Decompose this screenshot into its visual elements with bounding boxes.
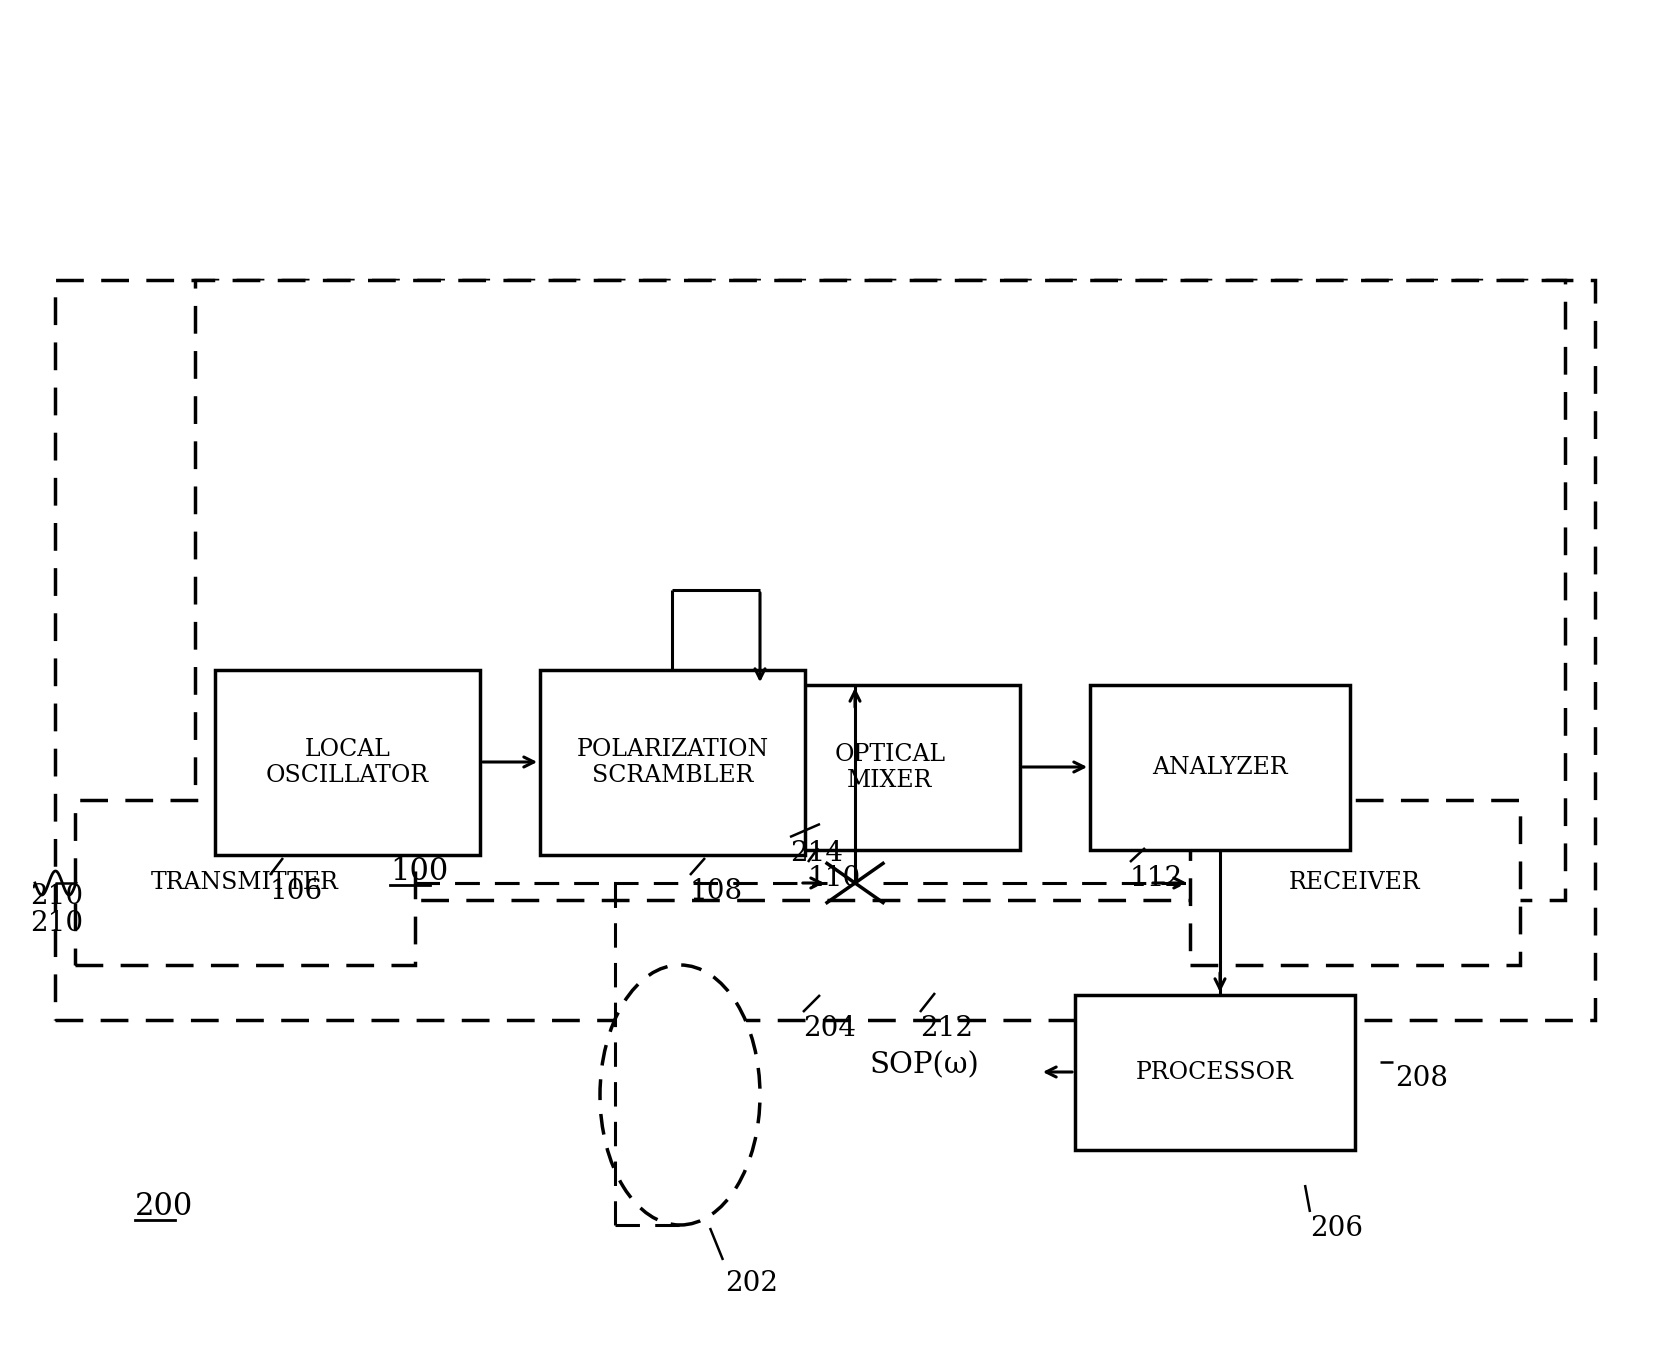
Text: 214: 214 bbox=[790, 841, 843, 866]
Text: 210: 210 bbox=[30, 910, 83, 937]
Text: 100: 100 bbox=[389, 856, 449, 887]
Text: 206: 206 bbox=[1311, 1215, 1364, 1243]
Bar bbox=[1090, 684, 1350, 850]
Text: ANALYZER: ANALYZER bbox=[1152, 756, 1287, 779]
Bar bbox=[761, 684, 1021, 850]
Text: 110: 110 bbox=[809, 865, 862, 892]
Text: LOCAL
OSCILLATOR: LOCAL OSCILLATOR bbox=[265, 737, 429, 788]
Text: 208: 208 bbox=[1395, 1065, 1448, 1092]
Text: 200: 200 bbox=[134, 1191, 194, 1222]
Bar bbox=[75, 800, 414, 966]
Text: TRANSMITTER: TRANSMITTER bbox=[151, 870, 340, 894]
Text: POLARIZATION
SCRAMBLER: POLARIZATION SCRAMBLER bbox=[577, 737, 769, 788]
Text: PROCESSOR: PROCESSOR bbox=[1137, 1061, 1294, 1084]
Text: SOP(ω): SOP(ω) bbox=[870, 1051, 979, 1080]
Text: 210: 210 bbox=[30, 883, 83, 910]
Text: RECEIVER: RECEIVER bbox=[1289, 870, 1420, 894]
Text: 112: 112 bbox=[1130, 865, 1183, 892]
Text: 212: 212 bbox=[920, 1014, 973, 1042]
Text: 204: 204 bbox=[804, 1014, 857, 1042]
Bar bbox=[1190, 800, 1519, 966]
Bar bbox=[1075, 995, 1355, 1150]
Text: OPTICAL
MIXER: OPTICAL MIXER bbox=[835, 743, 946, 792]
Bar bbox=[55, 280, 1596, 1020]
Bar bbox=[540, 669, 805, 856]
Text: 202: 202 bbox=[726, 1270, 779, 1297]
Bar bbox=[196, 280, 1564, 900]
Bar bbox=[215, 669, 481, 856]
Ellipse shape bbox=[600, 966, 761, 1225]
Text: 108: 108 bbox=[689, 879, 742, 904]
Text: 106: 106 bbox=[270, 879, 323, 904]
